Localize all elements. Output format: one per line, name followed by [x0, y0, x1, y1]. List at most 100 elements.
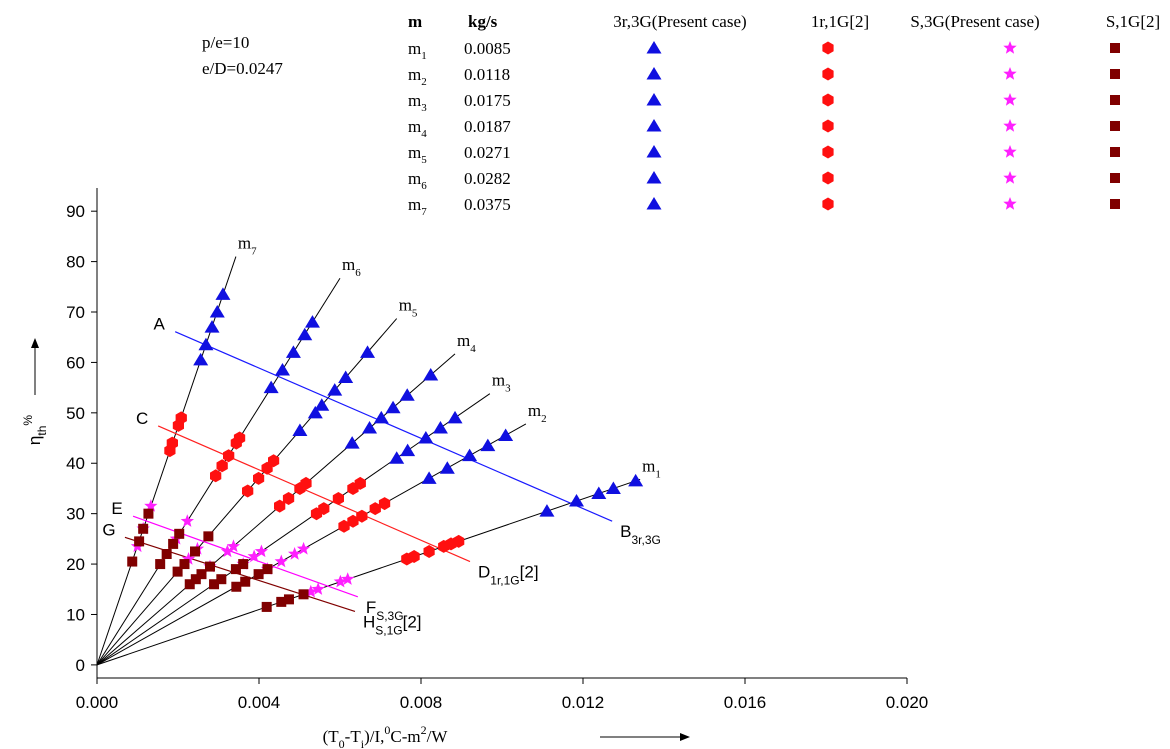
point: [378, 497, 391, 511]
point: [498, 428, 514, 442]
trend-line: [124, 536, 356, 613]
point: [204, 561, 215, 572]
label-part: η: [25, 436, 44, 445]
point: [209, 305, 225, 318]
point: [423, 545, 435, 558]
legend-symbol: [646, 93, 662, 106]
legend-symbol: [646, 171, 662, 184]
label-part: m: [457, 331, 470, 350]
label-part: m: [408, 117, 421, 136]
y-tick-label: 70: [66, 303, 85, 322]
point: [362, 420, 378, 434]
label-part: 7: [421, 206, 427, 218]
label-part: m: [408, 195, 421, 214]
legend-symbol: [1003, 171, 1017, 184]
trend-line: [174, 331, 613, 522]
point: [127, 556, 138, 567]
table-cell: 0.0282: [464, 169, 511, 188]
label-part: 2: [421, 723, 427, 737]
legend-symbol: [1110, 147, 1120, 157]
legend-symbol: [646, 197, 662, 210]
label-part: S,1G: [375, 623, 402, 637]
label-part: C-m: [390, 727, 420, 746]
x-tick-label: 0.004: [238, 693, 281, 712]
point: [296, 541, 311, 555]
point: [190, 546, 201, 557]
point: [307, 405, 323, 419]
label-part: 2: [541, 413, 547, 425]
point: [168, 538, 179, 549]
point: [399, 388, 415, 401]
point: [418, 431, 434, 444]
label-part: m: [642, 456, 655, 475]
point: [569, 494, 585, 507]
label-part: m: [408, 169, 421, 188]
point: [190, 574, 201, 585]
point: [181, 552, 196, 565]
label-part: m: [408, 39, 421, 58]
legend-symbol: [1110, 199, 1120, 209]
label-part: 1: [655, 468, 661, 480]
point: [253, 471, 265, 485]
x-tick-label: 0.020: [886, 693, 929, 712]
point: [138, 523, 149, 534]
point: [253, 569, 264, 580]
annotation: e/D=0.0247: [202, 59, 283, 78]
point: [262, 564, 273, 575]
point: [439, 461, 455, 474]
legend-symbol: [1110, 121, 1120, 131]
table-header: kg/s: [468, 12, 498, 31]
legend-label: S,1G[2]: [1106, 12, 1160, 31]
point: [233, 431, 246, 445]
label-part: 1: [421, 50, 427, 62]
fit-line-label: m6: [342, 255, 361, 279]
label-part: [2]: [520, 563, 539, 582]
y-tick-label: 20: [66, 555, 85, 574]
point: [175, 411, 187, 425]
y-tick-label: 50: [66, 404, 85, 423]
legend-symbol: [646, 41, 662, 54]
point: [341, 572, 355, 585]
y-tick-label: 10: [66, 605, 85, 624]
trend-line: [132, 515, 359, 598]
label-part: 2: [421, 76, 427, 88]
x-tick-label: 0.016: [724, 693, 767, 712]
x-axis-label: (T0-Ti)/I,0C-m2/W: [323, 723, 449, 749]
fit-line: [96, 423, 527, 666]
table-cell: 0.0271: [464, 143, 511, 162]
point: [480, 438, 496, 452]
legend-symbol: [1003, 197, 1017, 210]
label-part: S,3G: [376, 609, 403, 623]
table-cell: m3: [408, 91, 427, 114]
legend-symbol: [1003, 119, 1017, 132]
label-part: F: [366, 598, 376, 617]
point: [539, 504, 555, 517]
y-axis-label: ηth%: [21, 415, 49, 445]
point: [283, 594, 294, 605]
label-part: m: [408, 65, 421, 84]
table-cell: 0.0118: [464, 65, 510, 84]
point: [408, 550, 420, 563]
point: [300, 476, 312, 490]
table-cell: 0.0375: [464, 195, 511, 214]
legend-symbol: [822, 197, 834, 211]
label-part: 0: [384, 723, 390, 737]
point: [285, 345, 301, 358]
y-tick-label: 30: [66, 505, 85, 524]
label-part: B: [620, 522, 631, 541]
point: [231, 581, 242, 592]
trend-end-label: B3r,3G: [620, 522, 661, 547]
y-tick-label: 80: [66, 253, 85, 272]
point: [400, 443, 416, 457]
fit-line-label: m1: [642, 456, 661, 480]
legend-symbol: [646, 145, 662, 158]
point: [462, 448, 478, 462]
legend-symbol: [822, 93, 834, 107]
legend-symbol: [822, 67, 834, 81]
point: [318, 502, 330, 516]
label-part: 5: [412, 308, 418, 320]
point: [204, 320, 220, 333]
table-cell: 0.0175: [464, 91, 511, 110]
y-tick-label: 40: [66, 454, 85, 473]
